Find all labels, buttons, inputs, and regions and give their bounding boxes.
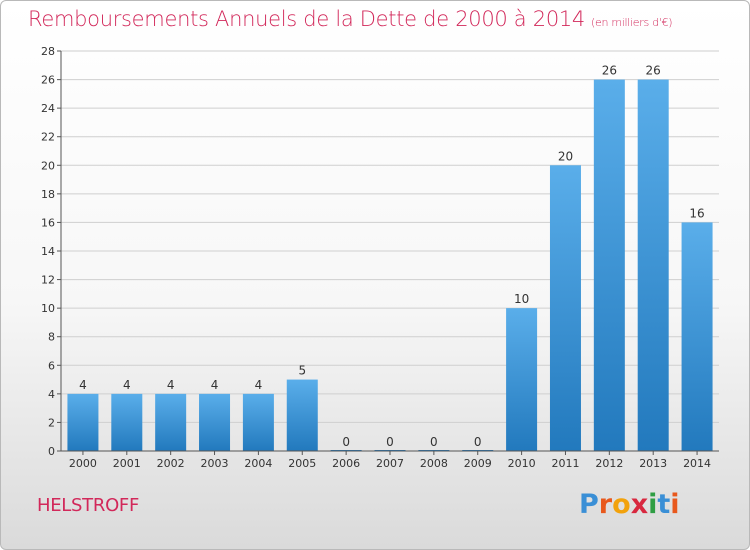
y-tick-label: 24 <box>41 102 55 115</box>
x-tick-label: 2004 <box>244 457 272 470</box>
y-tick-label: 20 <box>41 159 55 172</box>
y-tick-label: 22 <box>41 131 55 144</box>
data-label: 16 <box>689 206 704 220</box>
data-label: 26 <box>646 64 661 78</box>
x-tick-label: 2007 <box>376 457 404 470</box>
logo-letter: x <box>630 489 649 520</box>
data-label: 4 <box>211 378 219 392</box>
y-tick-label: 0 <box>48 445 55 458</box>
data-label: 26 <box>602 64 617 78</box>
x-tick-label: 2014 <box>683 457 711 470</box>
x-tick-label: 2012 <box>595 457 623 470</box>
x-tick-label: 2001 <box>113 457 141 470</box>
bar-2012 <box>593 79 625 452</box>
bar-2001 <box>111 393 143 451</box>
data-label: 0 <box>430 435 438 449</box>
y-tick-label: 10 <box>41 302 55 315</box>
logo-letter: i <box>670 489 680 520</box>
x-tick-label: 2003 <box>201 457 229 470</box>
bar-2013 <box>637 79 669 452</box>
y-tick-label: 26 <box>41 74 55 87</box>
logo-letter: o <box>612 489 631 520</box>
x-tick-label: 2010 <box>508 457 536 470</box>
x-tick-label: 2008 <box>420 457 448 470</box>
x-tick-label: 2009 <box>464 457 492 470</box>
bar-2014 <box>681 222 713 451</box>
data-label: 4 <box>123 378 131 392</box>
data-label: 10 <box>514 292 529 306</box>
y-tick-label: 4 <box>48 388 55 401</box>
bar-2003 <box>199 393 231 451</box>
x-tick-label: 2006 <box>332 457 360 470</box>
y-tick-label: 6 <box>48 359 55 372</box>
commune-name: HELSTROFF <box>37 495 140 516</box>
y-tick-label: 28 <box>41 45 55 58</box>
data-labels: 4 4 4 4 4 5 0 0 0 0 10 20 26 26 16 <box>79 64 705 449</box>
y-tick-label: 14 <box>41 245 55 258</box>
chart-title: Remboursements Annuels de la Dette de 20… <box>28 7 672 31</box>
bar-2011 <box>549 165 581 452</box>
x-tick-label: 2000 <box>69 457 97 470</box>
logo-letter: P <box>579 489 599 520</box>
bars <box>67 79 713 452</box>
logo-letter: t <box>657 489 671 520</box>
data-label: 20 <box>558 149 573 163</box>
bar-2002 <box>155 393 187 451</box>
data-label: 0 <box>342 435 350 449</box>
proxiti-logo: Proxiti <box>579 489 680 520</box>
y-tick-label: 12 <box>41 274 55 287</box>
bar-2010 <box>506 308 538 451</box>
data-label: 0 <box>386 435 394 449</box>
y-tick-label: 16 <box>41 216 55 229</box>
bar-2004 <box>242 393 274 451</box>
x-tick-label: 2013 <box>639 457 667 470</box>
data-label: 5 <box>298 364 306 378</box>
x-tick-label: 2011 <box>551 457 579 470</box>
data-label: 0 <box>474 435 482 449</box>
x-tick-label: 2002 <box>157 457 185 470</box>
data-label: 4 <box>79 378 87 392</box>
y-tick-label: 18 <box>41 188 55 201</box>
data-label: 4 <box>167 378 175 392</box>
y-tick-label: 8 <box>48 331 55 344</box>
bar-2000 <box>67 393 99 451</box>
x-tick-label: 2005 <box>288 457 316 470</box>
y-tick-label: 2 <box>48 416 55 429</box>
bar-2005 <box>286 379 318 451</box>
chart-unit: (en milliers d'€) <box>591 16 673 29</box>
chart-title-text: Remboursements Annuels de la Dette de 20… <box>28 7 585 31</box>
logo-letter: i <box>648 489 658 520</box>
logo-letter: r <box>598 489 613 520</box>
data-label: 4 <box>255 378 263 392</box>
